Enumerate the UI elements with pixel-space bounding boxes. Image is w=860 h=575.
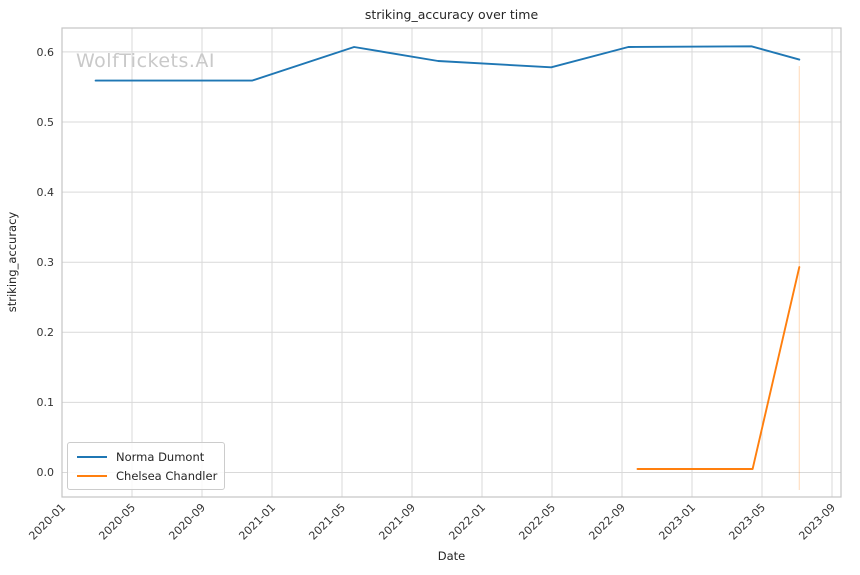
y-tick-label: 0.3 bbox=[37, 256, 55, 269]
legend-item: Norma Dumont bbox=[77, 447, 216, 466]
legend-label: Chelsea Chandler bbox=[116, 468, 218, 483]
y-tick-label: 0.2 bbox=[37, 326, 55, 339]
x-tick-label: 2021-01 bbox=[236, 501, 278, 543]
x-tick-label: 2022-01 bbox=[446, 501, 488, 543]
x-tick-label: 2021-09 bbox=[376, 501, 418, 543]
x-axis-label: Date bbox=[437, 549, 466, 563]
x-tick-label: 2020-09 bbox=[166, 501, 208, 543]
y-tick-label: 0.1 bbox=[37, 396, 55, 409]
series-line-chelsea-chandler bbox=[636, 266, 801, 470]
y-tick-label: 0.4 bbox=[37, 186, 55, 199]
plot-frame bbox=[61, 27, 842, 498]
x-tick-label: 2022-05 bbox=[516, 501, 558, 543]
legend-line-sample bbox=[77, 474, 107, 477]
x-tick-label: 2021-05 bbox=[306, 501, 348, 543]
y-tick-label: 0.6 bbox=[37, 46, 55, 59]
x-tick-label: 2020-05 bbox=[96, 501, 138, 543]
grid-layer bbox=[61, 28, 841, 497]
watermark: WolfTickets.AI bbox=[76, 50, 216, 72]
legend: Norma Dumont Chelsea Chandler bbox=[67, 442, 225, 490]
legend-label: Norma Dumont bbox=[116, 449, 205, 464]
legend-item: Chelsea Chandler bbox=[77, 466, 218, 485]
series-layer bbox=[94, 45, 801, 470]
x-tick-label: 2023-09 bbox=[796, 501, 838, 543]
x-tick-label: 2020-01 bbox=[26, 501, 68, 543]
series-line-norma-dumont bbox=[94, 45, 801, 82]
x-tick-label: 2023-05 bbox=[726, 501, 768, 543]
x-tick-label: 2023-01 bbox=[656, 501, 698, 543]
y-tick-label: 0.5 bbox=[37, 116, 55, 129]
x-tick-label: 2022-09 bbox=[586, 501, 628, 543]
legend-line-sample bbox=[77, 455, 107, 458]
y-axis-label: striking_accuracy bbox=[5, 211, 19, 313]
y-tick-label: 0.0 bbox=[37, 466, 55, 479]
chart-title: striking_accuracy over time bbox=[364, 7, 539, 22]
x-axis-tick-labels: 2020-01 2020-05 2020-09 2021-01 2021-05 … bbox=[26, 501, 838, 543]
y-axis-tick-labels: 0.0 0.1 0.2 0.3 0.4 0.5 0.6 bbox=[37, 46, 55, 479]
